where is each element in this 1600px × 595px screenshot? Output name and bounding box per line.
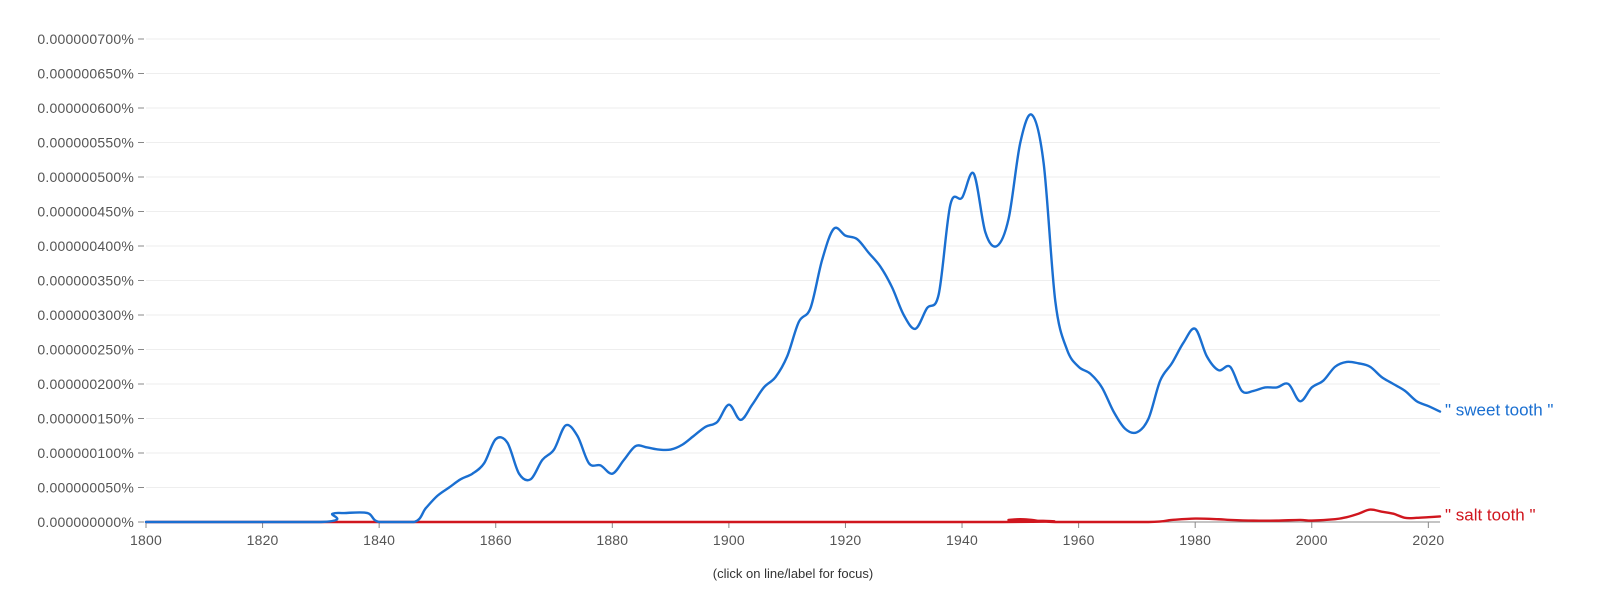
y-tick-label: 0.000000050% — [37, 480, 134, 496]
x-axis: 1800 1820 1840 1860 1880 1900 1920 1940 1960 1980… — [130, 521, 1444, 548]
x-tick-label: 1840 — [363, 532, 395, 548]
y-tick-label: 0.000000400% — [37, 238, 134, 254]
series-label-0[interactable]: " sweet tooth " — [1445, 401, 1553, 420]
x-tick-label: 1940 — [946, 532, 978, 548]
x-tick-label: 2000 — [1296, 532, 1328, 548]
y-tick-label: 0.000000700% — [37, 31, 134, 47]
y-tick-label: 0.000000300% — [37, 307, 134, 323]
series-line-0[interactable] — [144, 113, 1442, 524]
focus-hint: (click on line/label for focus) — [713, 566, 873, 581]
y-tick-label: 0.000000150% — [37, 411, 134, 427]
y-tick-label: 0.000000600% — [37, 100, 134, 116]
y-tick-label: 0.000000350% — [37, 273, 134, 289]
series-lines[interactable] — [144, 113, 1442, 524]
series-label-1[interactable]: " salt tooth " — [1445, 505, 1536, 524]
y-tick-label: 0.000000500% — [37, 169, 134, 185]
x-tick-label: 1920 — [829, 532, 861, 548]
x-tick-label: 1860 — [480, 532, 512, 548]
y-tick-label: 0.000000450% — [37, 204, 134, 220]
y-tick-label: 0.000000000% — [37, 514, 134, 530]
gridlines — [146, 38, 1440, 488]
x-tick-label: 1880 — [596, 532, 628, 548]
x-tick-label: 1900 — [713, 532, 745, 548]
x-tick-label: 1800 — [130, 532, 162, 548]
x-tick-label: 1960 — [1063, 532, 1095, 548]
x-tick-label: 1980 — [1179, 532, 1211, 548]
y-axis: 0.000000000% 0.000000050% 0.000000100% 0.00… — [37, 31, 144, 530]
x-tick-label: 2020 — [1412, 532, 1444, 548]
y-tick-label: 0.000000100% — [37, 445, 134, 461]
series-line-1[interactable] — [144, 508, 1442, 524]
y-tick-label: 0.000000200% — [37, 376, 134, 392]
y-tick-label: 0.000000650% — [37, 66, 134, 82]
y-tick-label: 0.000000550% — [37, 135, 134, 151]
x-tick-label: 1820 — [247, 532, 279, 548]
series-labels[interactable]: " sweet tooth " " salt tooth " — [1445, 401, 1553, 525]
y-tick-label: 0.000000250% — [37, 342, 134, 358]
